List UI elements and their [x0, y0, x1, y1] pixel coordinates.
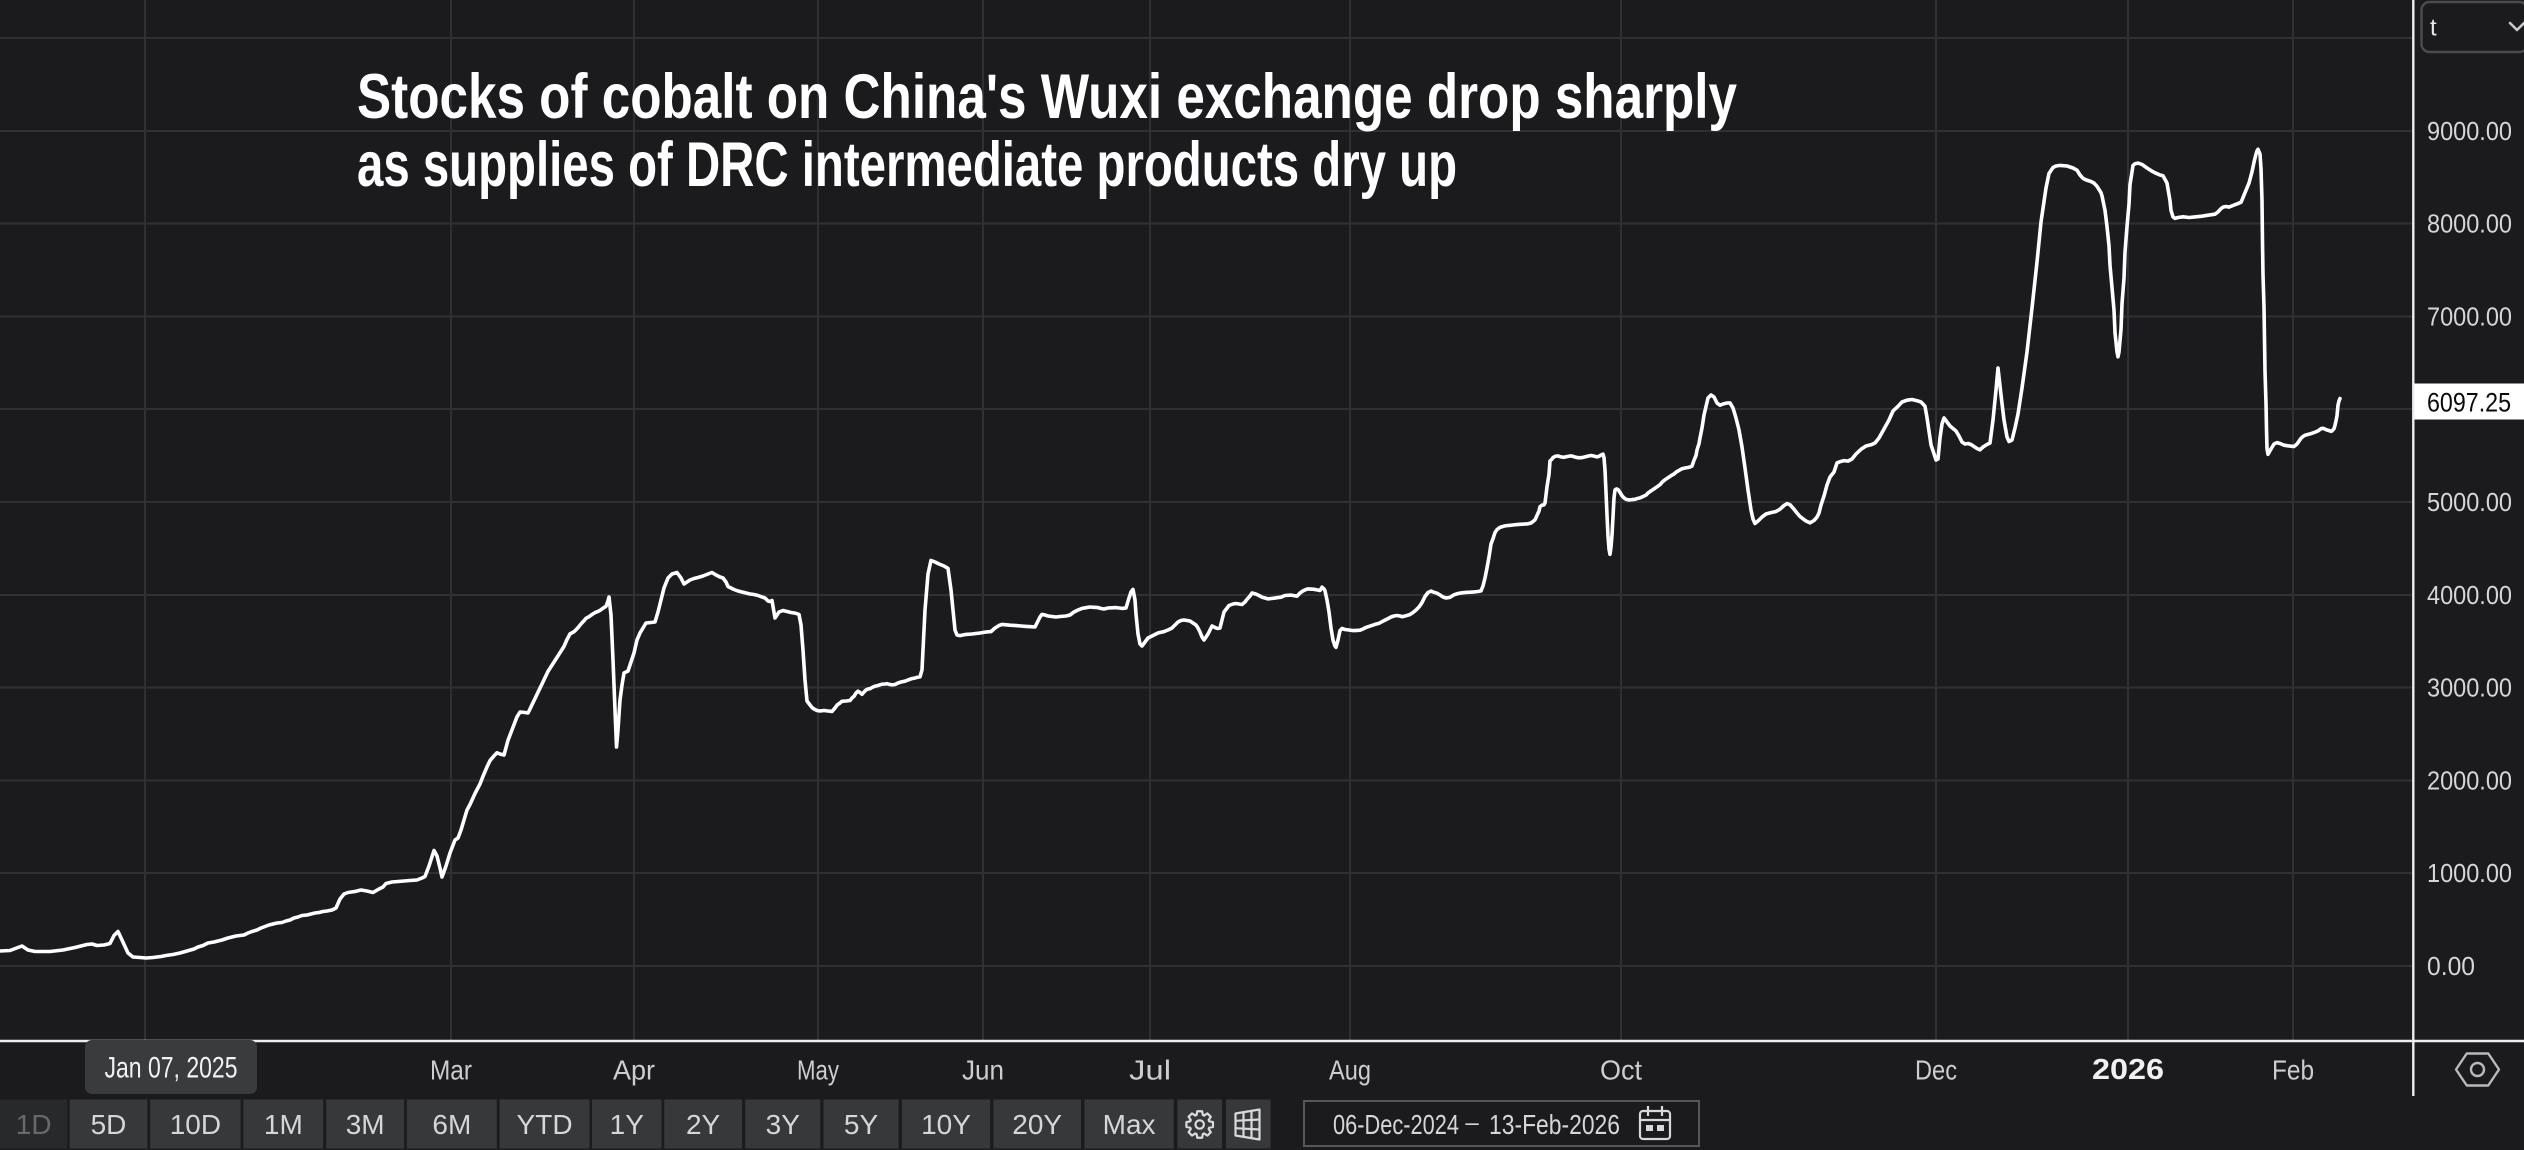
svg-text:1D: 1D — [16, 1109, 52, 1140]
svg-text:5000.00: 5000.00 — [2427, 487, 2512, 517]
svg-text:13-Feb-2026: 13-Feb-2026 — [1489, 1109, 1620, 1140]
svg-text:May: May — [797, 1055, 839, 1086]
svg-text:3Y: 3Y — [766, 1109, 801, 1140]
svg-text:0.00: 0.00 — [2427, 951, 2475, 981]
svg-text:2Y: 2Y — [686, 1109, 721, 1140]
svg-text:Jul: Jul — [1129, 1055, 1171, 1086]
svg-text:Aug: Aug — [1329, 1055, 1371, 1086]
svg-text:5Y: 5Y — [844, 1109, 879, 1140]
svg-text:7000.00: 7000.00 — [2427, 302, 2512, 332]
svg-text:YTD: YTD — [517, 1109, 573, 1140]
svg-text:Max: Max — [1103, 1109, 1156, 1140]
svg-text:2026: 2026 — [2092, 1054, 2164, 1086]
svg-text:Feb: Feb — [2272, 1055, 2314, 1086]
svg-text:4000.00: 4000.00 — [2427, 580, 2512, 610]
svg-text:8000.00: 8000.00 — [2427, 209, 2512, 239]
svg-text:Oct: Oct — [1600, 1055, 1642, 1086]
svg-text:Apr: Apr — [613, 1055, 655, 1086]
svg-text:1000.00: 1000.00 — [2427, 858, 2512, 888]
svg-text:10Y: 10Y — [921, 1109, 971, 1140]
svg-text:Stocks of cobalt on China's Wu: Stocks of cobalt on China's Wuxi exchang… — [357, 62, 1737, 132]
svg-text:Dec: Dec — [1915, 1055, 1957, 1086]
svg-text:9000.00: 9000.00 — [2427, 116, 2512, 146]
svg-text:Mar: Mar — [430, 1055, 472, 1086]
svg-text:6097.25: 6097.25 — [2427, 388, 2511, 418]
svg-text:3M: 3M — [346, 1109, 385, 1140]
svg-text:10D: 10D — [170, 1109, 221, 1140]
svg-text:06-Dec-2024: 06-Dec-2024 — [1333, 1109, 1459, 1140]
svg-text:as supplies of DRC intermediat: as supplies of DRC intermediate products… — [357, 130, 1457, 200]
svg-text:t: t — [2430, 15, 2437, 42]
svg-text:6M: 6M — [432, 1109, 471, 1140]
svg-text:–: – — [1465, 1110, 1479, 1137]
svg-text:1M: 1M — [264, 1109, 303, 1140]
svg-text:Jun: Jun — [962, 1055, 1004, 1086]
svg-text:5D: 5D — [91, 1109, 127, 1140]
svg-text:20Y: 20Y — [1012, 1109, 1062, 1140]
svg-text:1Y: 1Y — [610, 1109, 645, 1140]
svg-text:2000.00: 2000.00 — [2427, 766, 2512, 796]
svg-text:3000.00: 3000.00 — [2427, 673, 2512, 703]
svg-text:Jan 07, 2025: Jan 07, 2025 — [105, 1052, 238, 1085]
